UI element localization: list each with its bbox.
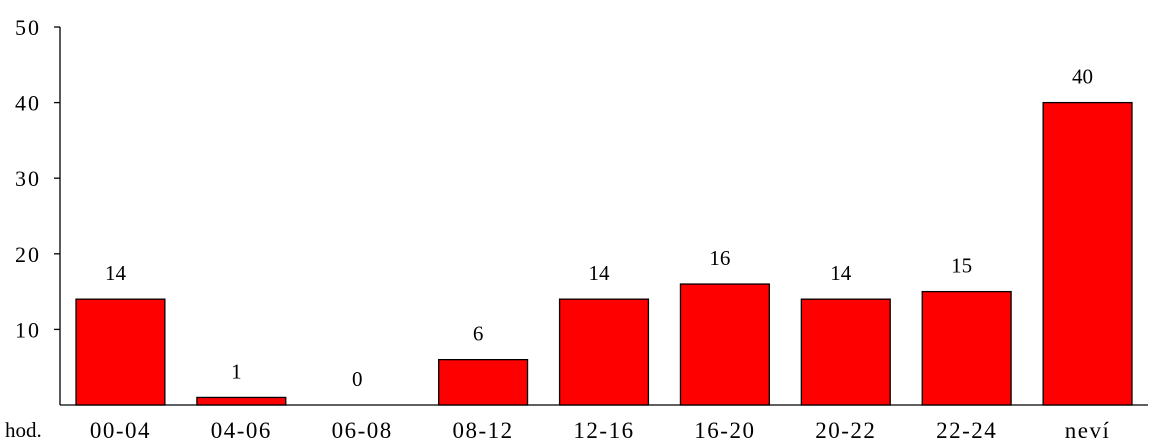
value-label: 0 xyxy=(352,367,363,391)
bar-04-06 xyxy=(196,396,287,406)
category-label: 08-12 xyxy=(453,418,514,443)
bar-16-20 xyxy=(679,283,770,406)
category-labels: 00-04 04-06 06-08 08-12 12-16 16-20 20-22 22-24… xyxy=(90,418,1111,443)
bar-20-22 xyxy=(800,298,891,406)
value-label: 14 xyxy=(589,261,611,285)
value-label: 15 xyxy=(951,254,972,278)
value-label: 14 xyxy=(830,261,852,285)
category-label: 12-16 xyxy=(573,418,634,443)
category-label: 22-24 xyxy=(936,418,997,443)
bar-22-24 xyxy=(921,290,1012,406)
category-label: 20-22 xyxy=(815,418,876,443)
y-tick-label: 10 xyxy=(15,317,41,342)
value-label: 6 xyxy=(473,322,484,346)
y-tick-label: 30 xyxy=(15,166,41,191)
bar-neví xyxy=(1042,101,1133,406)
bar-12-16 xyxy=(558,298,650,406)
category-label: 16-20 xyxy=(694,418,755,443)
category-label: 00-04 xyxy=(90,418,151,443)
y-tick-label: 40 xyxy=(15,91,41,116)
bar-00-04 xyxy=(75,298,166,406)
x-axis-label: hod. xyxy=(5,418,42,442)
category-label: 04-06 xyxy=(211,418,272,443)
y-axis: 10 20 30 40 50 xyxy=(15,15,61,405)
category-label: neví xyxy=(1065,418,1111,443)
value-label: 14 xyxy=(105,261,127,285)
y-tick-label: 50 xyxy=(15,15,41,40)
value-label: 1 xyxy=(231,359,242,383)
category-label: 06-08 xyxy=(332,418,393,443)
value-label: 16 xyxy=(709,246,730,270)
value-label: 40 xyxy=(1072,65,1093,89)
bar-08-12 xyxy=(438,358,529,406)
bar-series xyxy=(75,101,1133,406)
y-tick-label: 20 xyxy=(15,242,41,267)
